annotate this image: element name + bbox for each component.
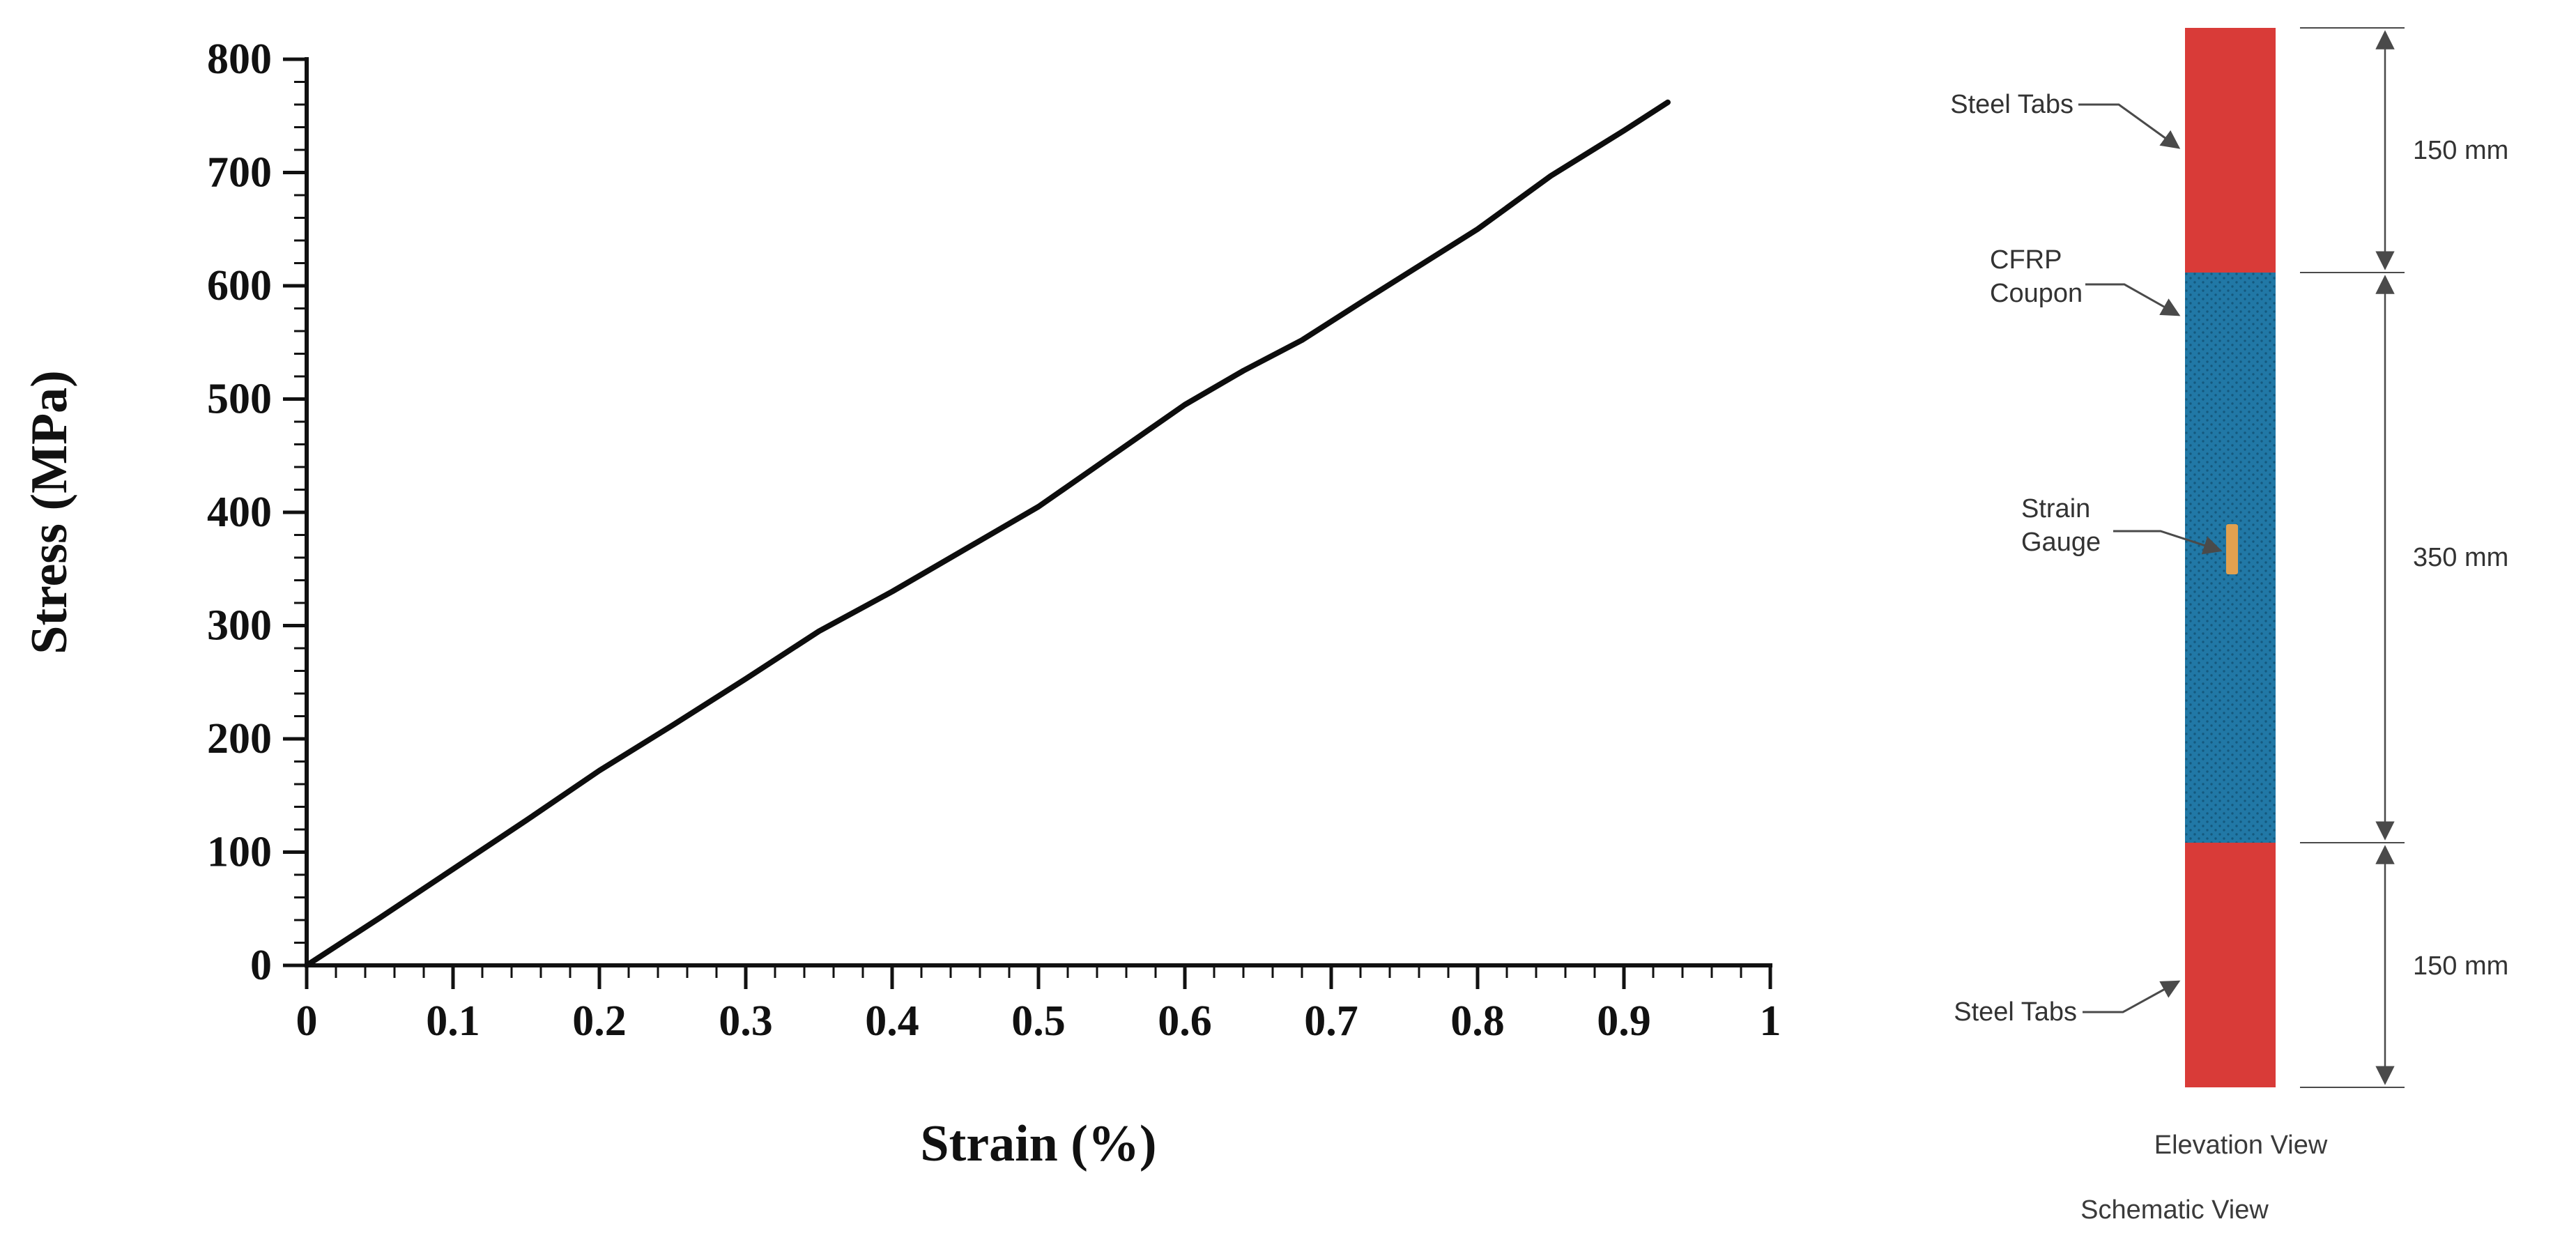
strain-gauge-label-line2: Gauge xyxy=(2021,528,2101,557)
x-tick-label: 0.1 xyxy=(426,997,480,1045)
dimension-label-bottom: 150 mm xyxy=(2413,951,2508,981)
elevation-view-caption: Elevation View xyxy=(2154,1131,2328,1160)
schematic-view-caption: Schematic View xyxy=(2080,1195,2269,1225)
y-tick-label: 200 xyxy=(207,715,272,763)
y-tick-label: 500 xyxy=(207,376,272,423)
y-tick-label: 700 xyxy=(207,149,272,197)
y-tick-label: 600 xyxy=(207,262,272,309)
y-tick-label: 400 xyxy=(207,489,272,536)
x-tick-label: 0.9 xyxy=(1597,997,1651,1045)
specimen-schematic: Steel Tabs CFRP Coupon Strain Gauge Stee… xyxy=(1950,27,2508,1225)
stress-strain-line xyxy=(304,99,1671,968)
cfrp-coupon-leader-arrow xyxy=(2085,283,2181,316)
strain-gauge-leader-arrow xyxy=(2113,530,2223,555)
x-tick-label: 0.8 xyxy=(1450,997,1505,1045)
y-tick-label: 800 xyxy=(207,36,272,83)
strain-gauge-label-line1: Strain xyxy=(2021,494,2090,523)
y-tick-label: 0 xyxy=(250,942,272,989)
stress-strain-chart: 0 100 200 300 400 500 600 700 800 0 0.1 0.2 0.3 0.4 0.… xyxy=(21,36,1781,1172)
steel-tab-top-rect xyxy=(2185,28,2276,273)
y-axis-title: Stress (MPa) xyxy=(21,370,78,655)
steel-tabs-top-leader-arrow xyxy=(2078,103,2181,149)
x-tick-label: 0.4 xyxy=(865,997,919,1045)
steel-tabs-bottom-label: Steel Tabs xyxy=(1954,997,2077,1027)
steel-tabs-top-label: Steel Tabs xyxy=(1950,90,2073,119)
strain-gauge-rect xyxy=(2226,524,2238,574)
x-tick-label: 0 xyxy=(296,997,318,1045)
x-tick-label: 1 xyxy=(1760,997,1781,1045)
steel-tabs-bottom-leader-arrow xyxy=(2083,980,2181,1013)
dimension-label-middle: 350 mm xyxy=(2413,543,2508,572)
y-tick-label: 100 xyxy=(207,829,272,876)
x-tick-label: 0.2 xyxy=(572,997,627,1045)
steel-tab-bottom-rect xyxy=(2185,843,2276,1087)
dimension-label-top: 150 mm xyxy=(2413,136,2508,165)
cfrp-coupon-label-line1: CFRP xyxy=(1990,245,2062,275)
y-tick-label: 300 xyxy=(207,602,272,650)
x-axis-title: Strain (%) xyxy=(920,1115,1156,1172)
x-tick-label: 0.5 xyxy=(1011,997,1066,1045)
x-tick-label: 0.7 xyxy=(1304,997,1358,1045)
x-tick-label: 0.3 xyxy=(719,997,773,1045)
x-tick-label: 0.6 xyxy=(1158,997,1212,1045)
cfrp-coupon-label-line2: Coupon xyxy=(1990,279,2083,308)
